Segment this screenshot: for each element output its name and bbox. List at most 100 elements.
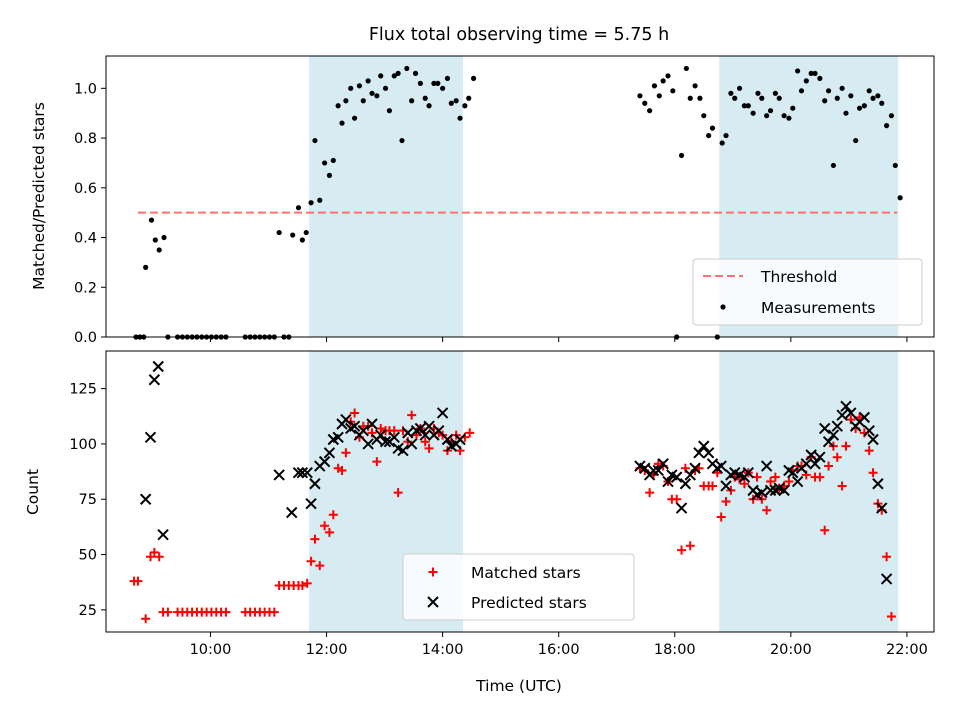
data-point-top-0-120 [853,137,859,144]
data-point-bottom-0-1 [133,576,143,586]
y-tick-label-top-4: 0.8 [74,131,97,147]
data-point-top-0-108 [798,88,805,94]
data-point-bottom-0-34 [310,534,320,544]
data-point-bottom-0-56 [407,410,417,420]
data-point-top-0-88 [709,125,716,131]
y-tick-label-bottom-0: 25 [79,603,97,619]
legend-top [692,258,923,326]
data-point-top-0-121 [856,105,863,111]
data-point-top-0-118 [843,110,849,116]
data-point-bottom-1-74 [764,484,777,497]
data-point-bottom-1-2 [148,374,161,386]
x-tick-label-3: 16:00 [538,642,580,658]
data-point-top-0-30 [290,232,296,238]
data-point-bottom-0-88 [716,512,726,522]
data-point-top-0-81 [678,152,685,159]
data-point-top-0-102 [772,90,778,96]
data-point-bottom-0-4 [149,547,159,557]
data-point-top-0-55 [399,137,405,144]
data-point-bottom-1-18 [340,413,352,426]
x-tick-label-6: 22:00 [886,642,928,658]
data-point-top-0-59 [417,80,423,86]
data-point-top-0-103 [776,95,782,101]
data-point-top-0-90 [719,140,725,146]
y-tick-label-top-5: 1.0 [74,81,97,97]
axes-frame-top [105,55,935,338]
data-point-bottom-0-38 [328,510,338,520]
data-point-bottom-1-73 [760,460,773,472]
data-point-bottom-0-33 [306,556,316,566]
data-point-top-0-107 [795,68,801,74]
data-point-top-0-48 [369,90,375,96]
data-point-bottom-0-59 [420,437,430,447]
x-tick-label-2: 14:00 [422,642,464,658]
data-point-top-0-27 [276,229,282,236]
data-point-top-0-77 [660,78,666,84]
data-point-bottom-1-23 [362,438,374,450]
data-point-bottom-0-69 [465,428,475,438]
data-point-bottom-0-103 [784,477,794,487]
data-point-top-0-37 [322,160,328,166]
data-point-bottom-0-81 [685,541,695,551]
data-point-bottom-1-5 [273,469,285,481]
data-point-top-0-31 [295,205,302,211]
data-point-top-0-86 [701,113,707,119]
data-point-top-0-113 [822,98,828,104]
shaded-interval-bottom-1 [719,351,899,632]
data-point-top-0-6 [156,247,162,253]
data-point-bottom-0-35 [315,561,325,571]
data-point-bottom-0-7 [163,607,173,617]
data-point-top-0-3 [143,264,149,270]
data-point-top-0-63 [435,80,441,86]
data-point-top-0-33 [303,229,309,236]
data-point-top-0-46 [360,98,366,104]
data-point-top-0-50 [378,73,384,79]
data-point-bottom-0-41 [341,448,351,458]
data-point-bottom-1-80 [791,475,804,488]
data-point-bottom-0-49 [376,423,386,433]
data-point-top-0-115 [830,162,837,169]
data-point-bottom-0-72 [645,488,655,498]
x-tick-label-1: 12:00 [306,642,348,658]
data-point-bottom-0-96 [752,472,762,482]
data-point-bottom-0-52 [389,426,399,436]
data-point-bottom-1-49 [652,464,665,477]
shaded-interval-top-0 [309,56,463,337]
data-point-bottom-0-25 [269,607,279,617]
y-tick-label-top-0: 0.0 [74,330,97,346]
data-point-top-0-72 [637,93,643,99]
data-point-bottom-1-90 [836,409,848,421]
data-point-top-0-39 [330,157,336,164]
data-point-top-0-114 [825,88,832,94]
data-point-bottom-0-100 [770,472,780,482]
data-point-top-0-82 [683,65,689,72]
data-point-top-0-112 [817,75,823,81]
data-point-bottom-0-60 [424,443,434,453]
data-point-top-0-56 [404,65,410,72]
data-point-top-0-67 [453,98,459,104]
data-point-bottom-0-119 [855,412,865,422]
x-tick-label-4: 18:00 [654,642,696,658]
data-point-bottom-1-20 [348,420,361,432]
data-point-bottom-1-6 [286,506,298,519]
data-point-top-0-130 [897,195,903,201]
data-point-top-0-7 [161,234,167,241]
data-point-bottom-1-86 [818,422,831,435]
data-point-bottom-1-59 [698,440,710,452]
data-point-bottom-0-31 [297,581,307,591]
data-point-bottom-1-14 [323,447,336,459]
data-point-bottom-1-8 [296,466,309,479]
data-point-bottom-1-7 [292,466,305,479]
data-point-top-0-93 [732,95,738,101]
data-point-bottom-1-89 [831,420,843,432]
data-point-top-0-106 [790,105,796,111]
data-point-bottom-0-18 [221,607,231,617]
data-point-top-0-64 [440,85,446,91]
data-point-top-0-127 [884,123,890,129]
data-point-top-0-4 [148,217,155,223]
data-point-top-0-105 [786,115,792,121]
data-point-bottom-1-79 [787,466,799,479]
data-point-top-0-98 [755,90,761,96]
data-point-bottom-1-91 [840,400,852,413]
data-point-bottom-1-24 [366,418,378,430]
